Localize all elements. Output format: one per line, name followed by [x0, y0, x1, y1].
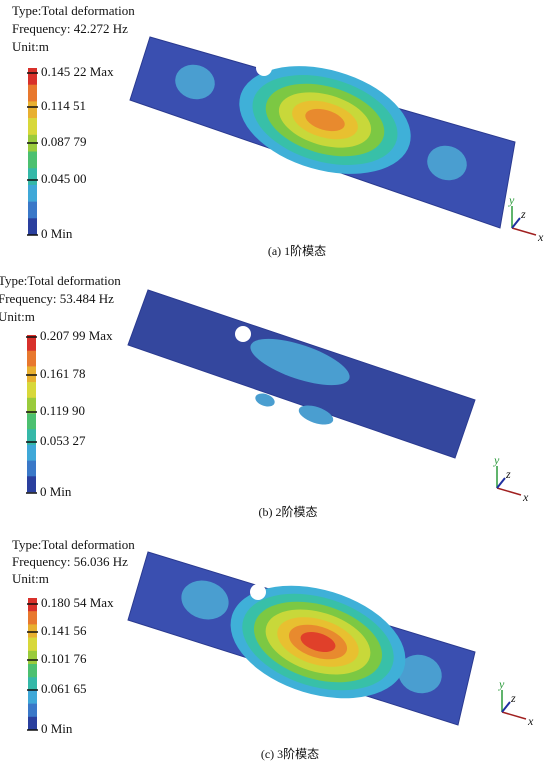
- colorbar-segment: [27, 429, 36, 445]
- axis-label: y: [498, 677, 505, 691]
- caption: (c) 3阶模态: [261, 747, 319, 761]
- colorbar-segment: [28, 168, 37, 185]
- panel: Type:Total deformation Frequency: 42.272 …: [12, 3, 544, 258]
- colorbar-segment: [27, 414, 36, 430]
- info-text: Type:Total deformation: [0, 273, 121, 288]
- panel: Type:Total deformation Frequency: 56.036 …: [12, 537, 534, 761]
- legend-label: 0.161 78: [40, 366, 86, 381]
- legend-label: 0.087 79: [41, 134, 87, 149]
- info-text: Type:Total deformation: [12, 3, 135, 18]
- axis-z: [502, 702, 510, 712]
- colorbar-segment: [28, 664, 37, 678]
- colorbar-segment: [27, 382, 36, 398]
- axis-z: [512, 218, 520, 228]
- colorbar-segment: [28, 101, 37, 118]
- caption: (a) 1阶模态: [268, 244, 326, 258]
- colorbar-segment: [27, 351, 36, 367]
- axis-label: z: [520, 207, 526, 221]
- colorbar-segment: [28, 638, 37, 652]
- hole: [235, 326, 251, 342]
- colorbar-segment: [28, 690, 37, 704]
- axis-label: z: [510, 691, 516, 705]
- legend-label: 0 Min: [41, 226, 73, 241]
- legend-label: 0.119 90: [40, 403, 85, 418]
- colorbar-segment: [28, 611, 37, 625]
- colorbar-segment: [28, 85, 37, 102]
- info-text: Frequency: 42.272 Hz: [12, 21, 128, 36]
- legend-label: 0.145 22 Max: [41, 64, 114, 79]
- axis-label: x: [522, 490, 529, 504]
- info-text: Unit:m: [12, 39, 49, 54]
- legend-label: 0 Min: [40, 484, 72, 499]
- colorbar-segment: [28, 202, 37, 219]
- colorbar-segment: [28, 185, 37, 202]
- info-text: Type:Total deformation: [12, 537, 135, 552]
- legend-label: 0.061 65: [41, 681, 87, 696]
- axis-x: [512, 228, 536, 235]
- colorbar-segment: [27, 461, 36, 477]
- axis-label: z: [505, 467, 511, 481]
- axis-x: [502, 712, 526, 719]
- legend-label: 0 Min: [41, 721, 73, 736]
- colorbar-segment: [28, 717, 37, 731]
- legend-label: 0.101 76: [41, 651, 87, 666]
- legend-label: 0.045 00: [41, 171, 87, 186]
- axis-label: x: [537, 230, 544, 244]
- legend-label: 0.180 54 Max: [41, 595, 114, 610]
- figure: Type:Total deformation Frequency: 42.272 …: [0, 0, 559, 769]
- axis-z: [497, 478, 505, 488]
- info-text: Unit:m: [12, 571, 49, 586]
- colorbar-segment: [28, 118, 37, 135]
- info-text: Frequency: 53.484 Hz: [0, 291, 114, 306]
- colorbar-segment: [28, 68, 37, 85]
- panel: Type:Total deformation Frequency: 53.484 …: [0, 273, 529, 519]
- info-text: Unit:m: [0, 309, 35, 324]
- info-text: Frequency: 56.036 Hz: [12, 554, 128, 569]
- colorbar-segment: [28, 152, 37, 169]
- axis-label: x: [527, 714, 534, 728]
- colorbar-segment: [28, 218, 37, 235]
- hole: [250, 584, 266, 600]
- axis-x: [497, 488, 521, 495]
- legend-label: 0.053 27: [40, 433, 86, 448]
- caption: (b) 2阶模态: [259, 505, 318, 519]
- colorbar-segment: [28, 624, 37, 638]
- axis-label: y: [493, 453, 500, 467]
- hole: [256, 60, 272, 76]
- colorbar-segment: [28, 651, 37, 665]
- axis-label: y: [508, 193, 515, 207]
- colorbar-segment: [27, 476, 36, 492]
- legend-label: 0.141 56: [41, 623, 87, 638]
- colorbar-segment: [28, 704, 37, 718]
- colorbar-segment: [28, 677, 37, 691]
- colorbar-segment: [27, 445, 36, 461]
- legend-label: 0.114 51: [41, 98, 86, 113]
- legend-label: 0.207 99 Max: [40, 328, 113, 343]
